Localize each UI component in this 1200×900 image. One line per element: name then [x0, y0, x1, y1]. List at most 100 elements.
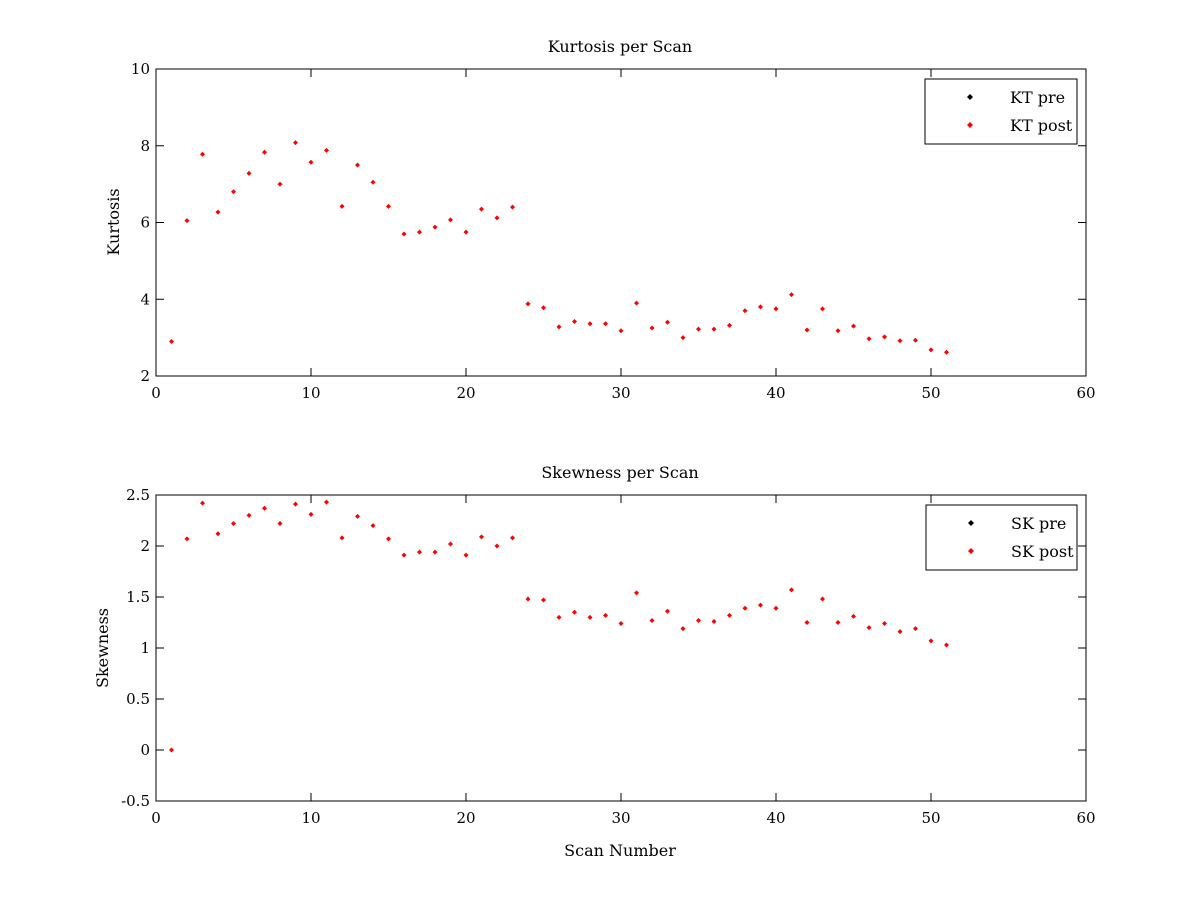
data-point [231, 189, 236, 195]
x-tick-label: 10 [301, 384, 320, 402]
data-point [184, 218, 190, 224]
data-point [401, 231, 407, 237]
data-point [603, 612, 608, 618]
data-point [277, 181, 283, 187]
data-point [944, 349, 949, 355]
x-tick-label: 0 [151, 384, 161, 402]
data-point [758, 304, 763, 310]
data-point [215, 209, 221, 215]
data-point [308, 511, 314, 517]
data-point [262, 505, 267, 511]
data-point [448, 541, 453, 547]
x-tick-label: 40 [766, 809, 785, 827]
data-point [742, 308, 748, 314]
data-point [308, 159, 314, 165]
data-point [355, 513, 360, 519]
data-point [386, 536, 391, 542]
legend-marker-pre [967, 94, 973, 100]
y-tick-label: 2.5 [126, 486, 150, 504]
data-point [525, 596, 531, 602]
kurtosis-plot: Kurtosis per Scan Kurtosis 0 10 20 30 40 50 60… [104, 37, 1096, 402]
plot-frame [155, 68, 1087, 377]
data-point [494, 543, 500, 549]
x-tick-label: 30 [611, 384, 630, 402]
y-axis-label: Kurtosis [104, 188, 123, 255]
data-point [463, 229, 469, 235]
data-point [277, 521, 283, 527]
data-point [804, 620, 810, 625]
data-point [556, 614, 562, 620]
y-tick-label: 10 [131, 60, 150, 78]
data-point [649, 325, 655, 331]
data-point [835, 620, 841, 625]
data-point [944, 642, 949, 648]
x-tick-label: 50 [921, 809, 940, 827]
data-point [727, 612, 732, 618]
data-point [851, 323, 856, 329]
data-point [324, 147, 329, 153]
data-point [417, 229, 422, 235]
data-point [339, 203, 345, 209]
data-point [711, 326, 717, 332]
legend-box [925, 504, 1078, 571]
data-point [804, 327, 810, 333]
x-tick-label: 0 [151, 809, 161, 827]
legend-box [924, 78, 1078, 145]
data-point [184, 536, 190, 542]
legend-label-pre: SK pre [1011, 514, 1066, 533]
y-tick-label: 1 [140, 639, 150, 657]
y-tick-label: 2 [140, 367, 150, 385]
data-point [572, 609, 577, 615]
x-tick-label: 10 [301, 809, 320, 827]
data-point [634, 590, 639, 596]
data-point [618, 328, 624, 334]
data-point [169, 747, 174, 753]
data-point [324, 499, 329, 505]
data-point [773, 605, 779, 611]
data-point [370, 179, 376, 185]
data-point [665, 608, 670, 614]
skewness-plot: Skewness per Scan Scan Number Skewness 0… [93, 463, 1096, 860]
data-point [200, 500, 205, 506]
data-point [711, 618, 717, 624]
chart-title: Skewness per Scan [541, 463, 698, 482]
legend: KT pre KT post [924, 78, 1078, 145]
data-point [432, 549, 438, 555]
data-point [386, 203, 391, 209]
data-point [448, 217, 453, 223]
data-point [231, 521, 236, 527]
data-point [928, 638, 934, 644]
y-tick-label: 2 [140, 537, 150, 555]
plot-frame [155, 494, 1087, 802]
x-tick-label: 50 [921, 384, 940, 402]
data-point [913, 337, 918, 343]
data-point [355, 162, 360, 168]
ticks: 0 10 20 30 40 50 60-0.500.511.522.5 [121, 486, 1095, 827]
data-point [866, 336, 872, 342]
x-tick-label: 40 [766, 384, 785, 402]
data-point [293, 501, 298, 507]
data-point [665, 319, 670, 325]
data-point [727, 322, 732, 328]
data-point [835, 328, 841, 334]
data-point [246, 512, 252, 518]
data-point [634, 300, 639, 306]
data-point [897, 629, 903, 635]
data-point [820, 596, 825, 602]
data-point [649, 617, 655, 623]
data-point [882, 334, 887, 340]
data-point [293, 140, 298, 146]
data-point [417, 549, 422, 555]
data-point [541, 305, 546, 311]
data-point [463, 552, 469, 558]
data-point [169, 338, 174, 344]
data-point [494, 215, 500, 221]
data-point [897, 338, 903, 344]
data-point [510, 204, 515, 210]
data-point [789, 292, 794, 298]
y-tick-label: -0.5 [121, 792, 150, 810]
data-point [246, 170, 252, 176]
data-point [696, 326, 701, 332]
